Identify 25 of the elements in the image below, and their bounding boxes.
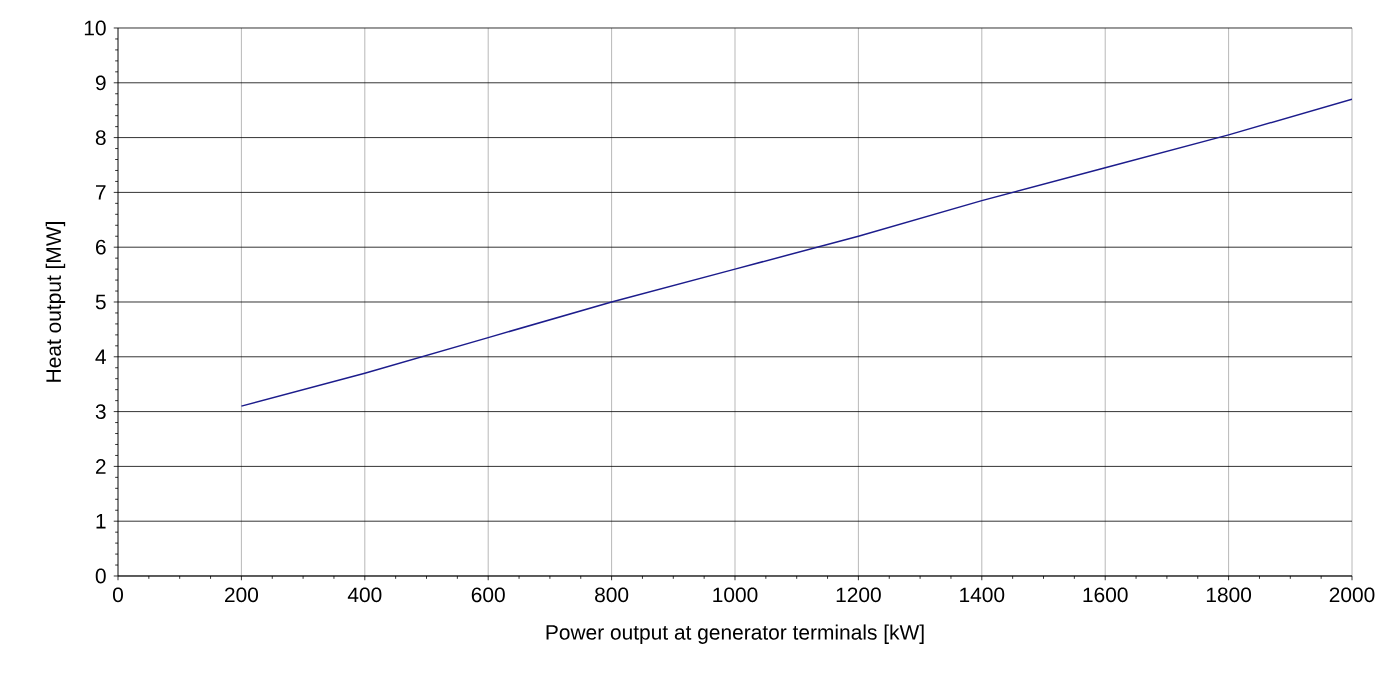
y-axis-title: Heat output [MW]	[45, 222, 66, 382]
x-tick-label: 400	[347, 587, 382, 603]
x-tick-label: 600	[471, 587, 505, 603]
x-tick-label: 2000	[1329, 587, 1375, 603]
x-tick-label: 1800	[1206, 587, 1252, 603]
x-tick-label: 1600	[1083, 587, 1128, 603]
x-tick-label: 1000	[713, 587, 758, 603]
y-tick-label: 8	[95, 130, 106, 145]
y-tick-label: 2	[95, 459, 106, 474]
x-tick-label: 0	[112, 587, 123, 603]
y-tick-label: 0	[95, 568, 106, 584]
x-axis-title: Power output at generator terminals [kW]	[546, 624, 924, 644]
line-series	[240, 98, 1352, 407]
y-tick-label: 1	[96, 514, 106, 529]
y-tick-label: 5	[95, 294, 106, 310]
y-tick-label: 7	[96, 185, 106, 200]
y-tick-label: 4	[95, 349, 106, 364]
y-tick-label: 10	[84, 20, 106, 36]
x-tick-label: 200	[224, 587, 259, 603]
x-tick-label: 1400	[960, 587, 1005, 603]
x-tick-label: 800	[595, 587, 629, 603]
x-tick-label: 1200	[836, 587, 881, 603]
y-tick-label: 9	[95, 75, 106, 91]
y-tick-label: 6	[96, 239, 106, 255]
y-tick-label: 3	[95, 404, 106, 419]
